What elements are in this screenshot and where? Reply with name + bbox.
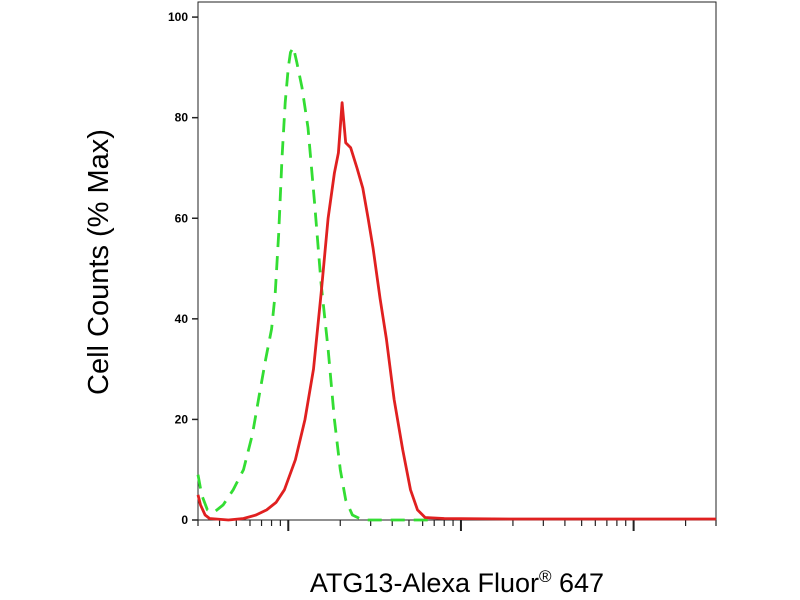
series-dashed-green-line <box>196 45 435 522</box>
x-axis-title-sup: ® <box>539 567 552 586</box>
y-axis: 0 20 40 60 80 100 <box>168 10 198 527</box>
x-axis <box>197 520 717 531</box>
series-solid-red-line <box>196 101 716 522</box>
y-axis-title: Cell Counts (% Max) <box>83 129 115 395</box>
y-tick-label: 0 <box>181 513 188 527</box>
x-axis-title-tail: 647 <box>552 568 605 598</box>
x-axis-title: ATG13-Alexa Fluor® 647 <box>310 567 604 598</box>
y-tick-label: 40 <box>175 312 189 326</box>
y-tick-label: 60 <box>175 211 189 225</box>
y-tick-label: 100 <box>168 10 188 24</box>
plot-frame <box>197 1 717 521</box>
y-tick-label: 20 <box>175 412 189 426</box>
y-tick-label: 80 <box>175 111 189 125</box>
series-layer <box>196 45 716 522</box>
x-axis-title-main: ATG13-Alexa Fluor <box>310 568 539 598</box>
